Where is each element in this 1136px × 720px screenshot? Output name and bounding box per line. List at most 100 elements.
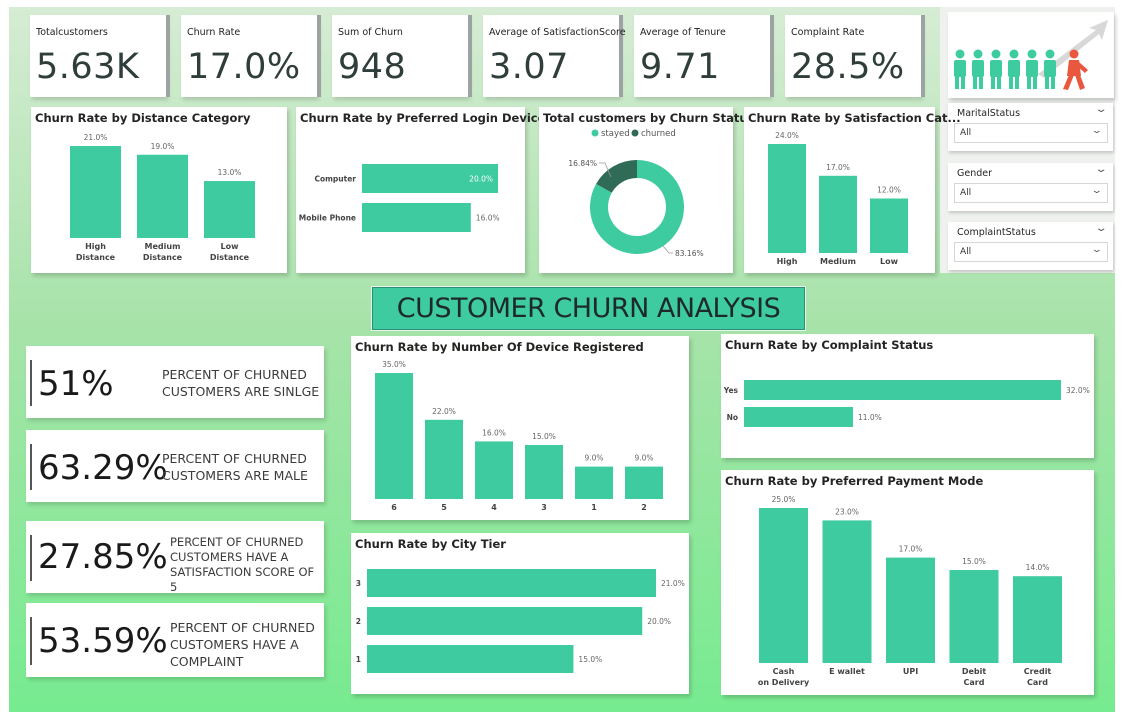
chart-title: Churn Rate by City Tier — [355, 537, 506, 551]
stat-description: PERCENT OF CHURNED CUSTOMERS ARE MALE — [162, 451, 308, 483]
kpi-total-customers[interactable]: Totalcustomers 5.63K — [30, 15, 166, 97]
leader-line — [662, 245, 673, 254]
slicer-dropdown[interactable]: All ⌄ — [954, 242, 1108, 262]
data-label: 9.0% — [584, 454, 603, 463]
complaint-bar-chart: Yes 32.0% No 11.0% — [723, 380, 1090, 427]
stat-divider — [30, 535, 32, 581]
bar — [744, 407, 853, 427]
slicer-dropdown[interactable]: All ⌄ — [954, 183, 1108, 203]
bar — [362, 203, 471, 232]
kpi-churn-rate[interactable]: Churn Rate 17.0% — [181, 15, 317, 97]
bar — [759, 508, 808, 663]
stat-value: 51% — [38, 364, 114, 404]
bar — [204, 181, 255, 238]
data-label: 21.0% — [661, 579, 685, 588]
bar — [367, 607, 643, 635]
slicer-complaint-status[interactable]: ComplaintStatus ⌄ All ⌄ — [948, 222, 1113, 270]
stat-value: 53.59% — [38, 621, 168, 661]
data-label: 22.0% — [432, 407, 456, 416]
data-label: 32.0% — [1066, 386, 1090, 395]
collapse-chevron-icon[interactable]: ⌄ — [1094, 164, 1108, 175]
kpi-avg-satisfaction[interactable]: Average of SatisfactionScore 3.07 — [483, 15, 626, 97]
category-label: on Delivery — [758, 678, 810, 687]
bar — [1013, 576, 1062, 663]
kpi-sum-of-churn[interactable]: Sum of Churn 948 — [332, 15, 468, 97]
kpi-complaint-rate[interactable]: Complaint Rate 28.5% — [785, 15, 921, 97]
chart-title: Churn Rate by Distance Category — [35, 111, 251, 125]
chart-payment-mode[interactable]: Churn Rate by Preferred Payment Mode 25.… — [721, 470, 1094, 695]
category-label: 6 — [391, 503, 397, 512]
kpi-avg-tenure[interactable]: Average of Tenure 9.71 — [634, 15, 770, 97]
chart-satisfaction-category[interactable]: Churn Rate by Satisfaction Cat... 24.0% H… — [744, 107, 961, 273]
data-label: 23.0% — [835, 507, 859, 516]
slicer-value: All — [960, 247, 972, 257]
data-label: 83.16% — [675, 249, 704, 258]
churn-people-logo — [948, 12, 1114, 98]
data-label: 16.84% — [568, 159, 597, 168]
data-label: 11.0% — [858, 413, 882, 422]
chart-distance-category[interactable]: Churn Rate by Distance Category 21.0% Hig… — [31, 107, 287, 273]
category-label: Low — [221, 242, 240, 251]
dashboard-title-banner: CUSTOMER CHURN ANALYSIS — [372, 287, 805, 330]
category-label: Distance — [143, 253, 183, 262]
category-label: 3 — [356, 579, 361, 588]
stat-card-complaint: 53.59% PERCENT OF CHURNED CUSTOMERS HAVE… — [26, 603, 324, 677]
kpi-value: 17.0% — [187, 47, 301, 87]
chevron-down-icon: ⌄ — [1091, 245, 1104, 255]
stat-card-satisfaction: 27.85% PERCENT OF CHURNED CUSTOMERS HAVE… — [26, 521, 324, 594]
slicer-gender[interactable]: Gender ⌄ All ⌄ — [948, 163, 1113, 211]
data-label: 15.0% — [532, 432, 556, 441]
slicer-label: ComplaintStatus — [957, 227, 1036, 238]
donut-slice — [596, 160, 637, 193]
category-label: 2 — [356, 617, 361, 626]
stat-divider — [30, 360, 32, 406]
bar — [375, 373, 413, 499]
collapse-chevron-icon[interactable]: ⌄ — [1094, 104, 1108, 115]
city-tier-bar-chart: 3 21.0% 2 20.0% 1 15.0% — [356, 569, 685, 673]
data-label: 20.0% — [469, 175, 493, 184]
kpi-label: Sum of Churn — [338, 27, 403, 38]
data-label: 14.0% — [1026, 563, 1050, 572]
category-label: High — [85, 242, 106, 251]
bar — [367, 569, 656, 597]
data-label: 15.0% — [962, 557, 986, 566]
slicer-marital-status[interactable]: MaritalStatus ⌄ All ⌄ — [948, 103, 1113, 151]
category-label: Card — [964, 678, 985, 687]
chart-title: Churn Rate by Satisfaction Cat... — [748, 111, 961, 125]
chart-title: Churn Rate by Preferred Payment Mode — [725, 474, 984, 488]
bar — [362, 164, 498, 193]
chart-devices-registered[interactable]: Churn Rate by Number Of Device Registere… — [351, 336, 689, 520]
bar — [822, 520, 872, 663]
chart-city-tier[interactable]: Churn Rate by City Tier 3 21.0% 2 20.0% 1 15.… — [351, 533, 689, 694]
kpi-value: 28.5% — [791, 47, 905, 87]
category-label: E wallet — [829, 667, 865, 676]
category-label: Debit — [962, 667, 987, 676]
bar — [137, 154, 188, 238]
legend-label: churned — [641, 129, 676, 139]
slicer-dropdown[interactable]: All ⌄ — [954, 123, 1108, 143]
category-label: 2 — [641, 503, 647, 512]
stat-value: 27.85% — [38, 537, 168, 577]
kpi-value: 3.07 — [489, 47, 569, 87]
collapse-chevron-icon[interactable]: ⌄ — [1094, 223, 1108, 234]
dashboard-title: CUSTOMER CHURN ANALYSIS — [396, 293, 781, 324]
people-churn-icon — [954, 20, 1108, 90]
data-label: 19.0% — [151, 142, 175, 151]
chart-churn-status[interactable]: Total customers by Churn Status stayed ch… — [539, 107, 754, 273]
chart-login-device[interactable]: Churn Rate by Preferred Login Device Com… — [296, 107, 545, 273]
bar — [425, 419, 463, 499]
bar — [819, 175, 857, 253]
data-label: 35.0% — [382, 360, 406, 369]
category-label: Credit — [1024, 667, 1052, 676]
chart-title: Churn Rate by Preferred Login Device — [300, 111, 546, 125]
slicer-value: All — [960, 188, 972, 198]
chart-complaint-status[interactable]: Churn Rate by Complaint Status Yes 32.0% N… — [721, 334, 1094, 458]
devices-bar-chart: 35.0% 6 22.0% 5 16.0% 4 15.0% 3 9.0% 1 9.0% 2 — [375, 360, 663, 512]
churn-status-donut-chart: stayed churned 16.84% 83.16% — [568, 129, 704, 258]
category-label: No — [727, 413, 738, 422]
category-label: 1 — [356, 655, 361, 664]
chart-title: Churn Rate by Number Of Device Registere… — [355, 340, 644, 354]
data-label: 13.0% — [218, 168, 242, 177]
data-label: 16.0% — [476, 214, 500, 223]
category-label: UPI — [903, 667, 918, 676]
